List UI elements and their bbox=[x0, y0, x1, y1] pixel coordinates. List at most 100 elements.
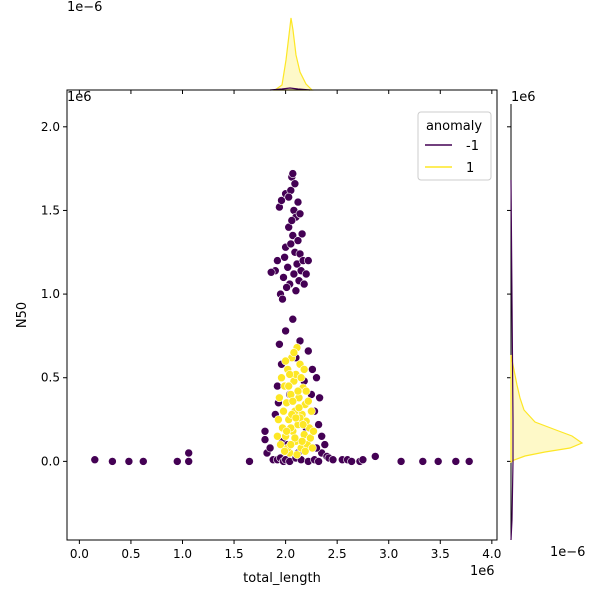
point-minus1-99 bbox=[290, 179, 300, 188]
point-minus1-42 bbox=[281, 326, 290, 336]
right-marginal-exponent-bottom: 1e−6 bbox=[550, 545, 585, 560]
top-marginal-exponent: 1e−6 bbox=[67, 0, 102, 15]
point-minus1-33 bbox=[370, 452, 380, 461]
point-minus1-92 bbox=[299, 279, 309, 289]
legend-box bbox=[417, 111, 492, 181]
point-1-31 bbox=[309, 426, 318, 436]
point-1-40 bbox=[296, 373, 306, 383]
point-minus1-51 bbox=[314, 420, 323, 429]
point-1-50 bbox=[297, 436, 307, 446]
point-minus1-67 bbox=[279, 273, 288, 282]
x-axis-exponent: 1e6 bbox=[470, 564, 495, 579]
point-minus1-78 bbox=[288, 231, 298, 240]
point-minus1-83 bbox=[291, 286, 301, 296]
point-minus1-24 bbox=[320, 440, 330, 449]
point-1-52 bbox=[294, 403, 304, 413]
point-minus1-36 bbox=[433, 457, 443, 466]
x-axis-label: total_length bbox=[243, 571, 321, 586]
point-minus1-11 bbox=[265, 443, 275, 453]
point-minus1-5 bbox=[184, 448, 193, 458]
top-marginal-ticks bbox=[78, 90, 493, 94]
point-minus1-101 bbox=[266, 267, 276, 277]
y-tick-label-1: 0.5 bbox=[41, 371, 60, 385]
point-minus1-30 bbox=[347, 457, 356, 466]
legend: anomaly -1 1 bbox=[417, 111, 492, 181]
point-1-54 bbox=[300, 446, 310, 456]
point-minus1-48 bbox=[315, 393, 324, 403]
point-minus1-52 bbox=[317, 431, 327, 441]
point-minus1-80 bbox=[289, 269, 299, 279]
point-minus1-8 bbox=[260, 426, 270, 436]
point-1-47 bbox=[301, 386, 311, 396]
point-1-35 bbox=[281, 356, 290, 366]
point-minus1-68 bbox=[280, 252, 289, 262]
point-1-59 bbox=[298, 420, 308, 429]
x-tick-label-4: 2.0 bbox=[276, 547, 295, 561]
x-tick-label-1: 0.5 bbox=[121, 547, 140, 561]
point-minus1-7 bbox=[245, 457, 254, 466]
right-marginal-ticks bbox=[507, 126, 511, 462]
point-minus1-0 bbox=[90, 455, 100, 465]
point-minus1-1 bbox=[108, 457, 117, 466]
point-1-34 bbox=[277, 373, 286, 383]
x-tick-label-7: 3.5 bbox=[431, 547, 450, 561]
point-1-44 bbox=[290, 433, 300, 443]
point-minus1-102 bbox=[295, 209, 305, 219]
point-minus1-32 bbox=[358, 455, 368, 465]
point-1-58 bbox=[286, 440, 296, 449]
right-marginal-density-minus1 bbox=[510, 179, 514, 541]
point-minus1-39 bbox=[275, 339, 284, 349]
point-minus1-22 bbox=[314, 457, 323, 466]
point-minus1-86 bbox=[293, 236, 303, 245]
point-minus1-66 bbox=[277, 196, 286, 205]
point-minus1-64 bbox=[273, 256, 282, 265]
legend-title: anomaly bbox=[426, 119, 482, 134]
point-minus1-37 bbox=[451, 457, 461, 466]
point-minus1-98 bbox=[287, 216, 297, 225]
x-tick-label-5: 2.5 bbox=[328, 547, 347, 561]
point-minus1-47 bbox=[312, 373, 321, 383]
point-minus1-96 bbox=[278, 294, 287, 304]
point-1-38 bbox=[289, 348, 299, 357]
legend-label-1: 1 bbox=[466, 161, 474, 176]
point-minus1-2 bbox=[124, 457, 134, 466]
point-1-51 bbox=[282, 426, 291, 436]
point-1-30 bbox=[307, 406, 316, 416]
point-1-57 bbox=[291, 413, 301, 423]
point-minus1-90 bbox=[297, 229, 307, 239]
point-1-32 bbox=[274, 415, 283, 424]
point-1-56 bbox=[273, 431, 282, 441]
x-tick-label-3: 1.5 bbox=[225, 547, 244, 561]
y-axis-label: N50 bbox=[15, 302, 30, 328]
x-axis-ticks: 0.0 0.5 1.0 1.5 2.0 2.5 3.0 3.5 4.0 bbox=[70, 540, 501, 561]
y-tick-label-0: 0.0 bbox=[41, 454, 60, 468]
point-1-55 bbox=[308, 443, 317, 453]
point-minus1-46 bbox=[308, 365, 317, 374]
top-marginal-panel: 1e−6 bbox=[67, 0, 497, 94]
point-1-53 bbox=[285, 370, 295, 379]
plot-frame bbox=[66, 89, 498, 541]
y-tick-label-4: 2.0 bbox=[41, 120, 60, 134]
y-tick-label-3: 1.5 bbox=[41, 203, 60, 217]
y-axis-exponent: 1e6 bbox=[67, 90, 92, 105]
y-axis-ticks: 0.0 0.5 1.0 1.5 2.0 bbox=[41, 120, 67, 468]
right-marginal-density-1 bbox=[510, 354, 584, 464]
point-minus1-6 bbox=[184, 457, 193, 466]
point-minus1-93 bbox=[301, 269, 311, 279]
x-tick-label-2: 1.0 bbox=[173, 547, 192, 561]
point-1-33 bbox=[275, 393, 284, 403]
point-minus1-3 bbox=[139, 457, 148, 466]
x-tick-label-8: 4.0 bbox=[482, 547, 501, 561]
point-minus1-100 bbox=[284, 192, 294, 202]
x-tick-label-6: 3.0 bbox=[379, 547, 398, 561]
point-minus1-97 bbox=[282, 283, 291, 292]
point-minus1-74 bbox=[286, 239, 296, 249]
point-minus1-94 bbox=[303, 256, 313, 265]
point-minus1-43 bbox=[288, 314, 298, 324]
point-minus1-34 bbox=[396, 457, 406, 466]
point-1-46 bbox=[292, 450, 302, 460]
point-minus1-71 bbox=[283, 262, 293, 272]
point-minus1-38 bbox=[464, 457, 474, 466]
point-1-27 bbox=[303, 396, 313, 406]
